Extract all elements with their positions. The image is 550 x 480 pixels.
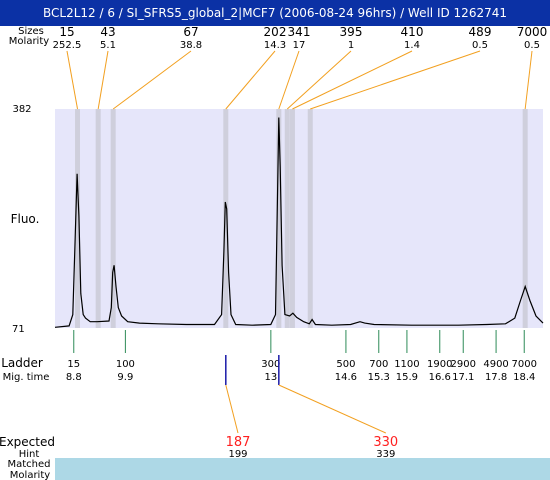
peak-size-label: 7000 — [517, 25, 548, 39]
ladder-time-label: 15.3 — [368, 372, 390, 383]
ladder-size-label: 7000 — [512, 359, 537, 370]
peak-molarity-label: 17 — [293, 40, 306, 51]
peak-band — [110, 109, 116, 328]
peak-molarity-label: 252.5 — [53, 40, 82, 51]
peak-molarity-label: 1.4 — [404, 40, 420, 51]
expected-value: 330 — [373, 435, 398, 450]
y-axis-label: Fluo. — [11, 212, 40, 226]
ladder-size-label: 100 — [116, 359, 135, 370]
ladder-size-label: 15 — [67, 359, 80, 370]
ladder-time-label: 16.6 — [429, 372, 451, 383]
ladder-time-label: 18.4 — [513, 372, 535, 383]
ladder-size-label: 300 — [261, 359, 280, 370]
y-tick-label: 71 — [12, 324, 25, 335]
ladder-time-label: 13 — [264, 372, 277, 383]
sizes-label: Sizes — [18, 26, 44, 37]
peak-band — [307, 109, 313, 328]
peak-size-label: 341 — [288, 25, 311, 39]
peak-leader-line — [292, 50, 413, 110]
peak-molarity-label: 0.5 — [472, 40, 488, 51]
y-tick-label: 382 — [12, 104, 31, 115]
matched-row-background — [55, 458, 550, 469]
peak-leader-line — [310, 50, 481, 110]
peak-leader-line — [112, 50, 192, 110]
peak-band — [223, 109, 229, 328]
ladder-time-label: 17.8 — [485, 372, 507, 383]
peak-leader-line — [524, 50, 533, 110]
peak-molarity-label: 14.3 — [264, 40, 286, 51]
ladder-time-label: 9.9 — [117, 372, 133, 383]
peak-molarity-label: 5.1 — [100, 40, 116, 51]
molarity-label: Molarity — [9, 36, 49, 47]
ladder-size-label: 700 — [369, 359, 388, 370]
hint-value: 339 — [376, 449, 395, 460]
peak-size-label: 202 — [264, 25, 287, 39]
peak-band — [276, 109, 282, 328]
hint-label: Hint — [19, 449, 40, 460]
molarity-row-background — [55, 469, 550, 480]
peak-band — [75, 109, 81, 328]
ladder-size-label: 2900 — [451, 359, 476, 370]
peak-size-label: 43 — [100, 25, 115, 39]
ladder-time-label: 14.6 — [335, 372, 357, 383]
ladder-label: Ladder — [1, 356, 43, 370]
ladder-size-label: 1900 — [427, 359, 452, 370]
peak-size-label: 489 — [469, 25, 492, 39]
mig-time-label: Mig. time — [3, 372, 50, 383]
plot-area — [55, 109, 543, 328]
expected-label: Expected — [0, 435, 55, 449]
expected-leader-line — [225, 384, 239, 434]
peak-band — [289, 109, 295, 328]
peak-leader-line — [66, 50, 79, 110]
peak-size-label: 15 — [59, 25, 74, 39]
peak-leader-line — [286, 50, 352, 110]
expected-leader-line — [278, 384, 387, 434]
ladder-size-label: 500 — [336, 359, 355, 370]
peak-molarity-label: 1 — [348, 40, 354, 51]
hint-value: 199 — [228, 449, 247, 460]
peak-leader-line — [97, 50, 109, 110]
ladder-size-label: 4900 — [483, 359, 508, 370]
peak-leader-line — [225, 50, 276, 110]
expected-molarity-label: Molarity — [10, 470, 50, 480]
peak-band — [522, 109, 528, 328]
chart-title: BCL2L12 / 6 / SI_SFRS5_global_2|MCF7 (20… — [43, 6, 507, 20]
peak-size-label: 395 — [340, 25, 363, 39]
peak-molarity-label: 38.8 — [180, 40, 202, 51]
peak-molarity-label: 0.5 — [524, 40, 540, 51]
expected-value: 187 — [226, 435, 251, 450]
peak-leader-line — [278, 50, 300, 110]
peak-band — [284, 109, 290, 328]
title-bar — [0, 0, 550, 26]
ladder-time-label: 17.1 — [452, 372, 474, 383]
signal-trace — [54, 117, 544, 328]
matched-label: Matched — [7, 459, 50, 470]
peak-size-label: 67 — [183, 25, 198, 39]
ladder-time-label: 15.9 — [396, 372, 418, 383]
ladder-size-label: 1100 — [394, 359, 419, 370]
peak-band — [95, 109, 101, 328]
ladder-time-label: 8.8 — [66, 372, 82, 383]
peak-size-label: 410 — [401, 25, 424, 39]
